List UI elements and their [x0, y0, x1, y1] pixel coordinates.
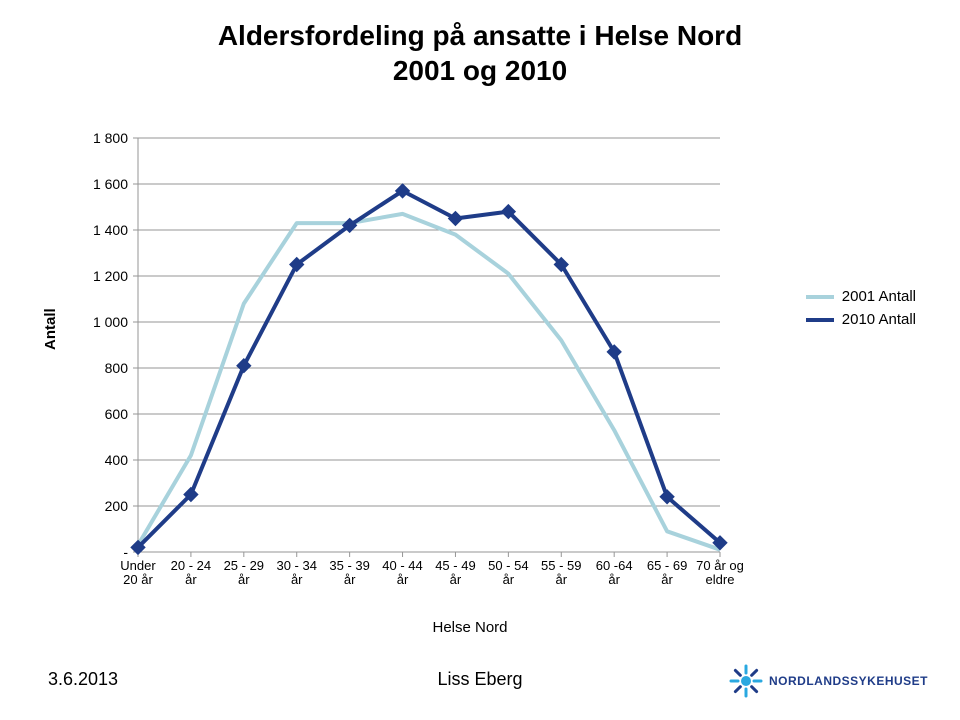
svg-text:30 - 34: 30 - 34 — [276, 558, 316, 573]
svg-text:65 - 69: 65 - 69 — [647, 558, 687, 573]
svg-text:år: år — [450, 572, 462, 587]
svg-text:år: år — [503, 572, 515, 587]
title-line1: Aldersfordeling på ansatte i Helse Nord — [218, 20, 742, 51]
title-line2: 2001 og 2010 — [393, 55, 567, 86]
legend-label: 2001 Antall — [842, 288, 916, 305]
svg-text:eldre: eldre — [706, 572, 735, 587]
svg-text:25 - 29: 25 - 29 — [224, 558, 264, 573]
svg-text:år: år — [291, 572, 303, 587]
legend-item: 2010 Antall — [806, 311, 916, 328]
svg-text:1 000: 1 000 — [93, 314, 128, 330]
legend-swatch — [806, 318, 834, 322]
svg-text:600: 600 — [105, 406, 129, 422]
svg-text:år: år — [397, 572, 409, 587]
line-chart: -2004006008001 0001 2001 4001 6001 800Un… — [60, 130, 880, 610]
svg-text:Under: Under — [120, 558, 156, 573]
logo: NORDLANDSSYKEHUSET — [729, 664, 928, 698]
svg-text:20 - 24: 20 - 24 — [171, 558, 211, 573]
svg-text:60 -64: 60 -64 — [596, 558, 633, 573]
svg-text:1 400: 1 400 — [93, 222, 128, 238]
slide: Aldersfordeling på ansatte i Helse Nord … — [0, 0, 960, 720]
legend-item: 2001 Antall — [806, 288, 916, 305]
svg-text:70 år og: 70 år og — [696, 558, 744, 573]
svg-text:år: år — [344, 572, 356, 587]
svg-text:55 - 59: 55 - 59 — [541, 558, 581, 573]
legend-label: 2010 Antall — [842, 311, 916, 328]
legend-swatch — [806, 295, 834, 299]
svg-text:år: år — [661, 572, 673, 587]
svg-text:800: 800 — [105, 360, 129, 376]
chart-title: Aldersfordeling på ansatte i Helse Nord … — [0, 18, 960, 88]
svg-text:år: år — [185, 572, 197, 587]
legend: 2001 Antall 2010 Antall — [806, 288, 916, 334]
y-axis-label: Antall — [42, 308, 59, 350]
svg-text:45 - 49: 45 - 49 — [435, 558, 475, 573]
svg-text:20 år: 20 år — [123, 572, 153, 587]
svg-text:år: år — [608, 572, 620, 587]
logo-text: NORDLANDSSYKEHUSET — [769, 674, 928, 688]
svg-text:35 - 39: 35 - 39 — [329, 558, 369, 573]
svg-text:1 600: 1 600 — [93, 176, 128, 192]
chart-area: Antall -2004006008001 0001 2001 4001 600… — [60, 130, 880, 630]
logo-icon — [729, 664, 763, 698]
svg-text:år: år — [555, 572, 567, 587]
svg-text:år: år — [238, 572, 250, 587]
svg-text:50 - 54: 50 - 54 — [488, 558, 528, 573]
svg-text:1 200: 1 200 — [93, 268, 128, 284]
svg-text:1 800: 1 800 — [93, 130, 128, 146]
x-axis-label: Helse Nord — [60, 619, 880, 636]
svg-text:40 - 44: 40 - 44 — [382, 558, 422, 573]
svg-text:400: 400 — [105, 452, 129, 468]
svg-text:200: 200 — [105, 498, 129, 514]
